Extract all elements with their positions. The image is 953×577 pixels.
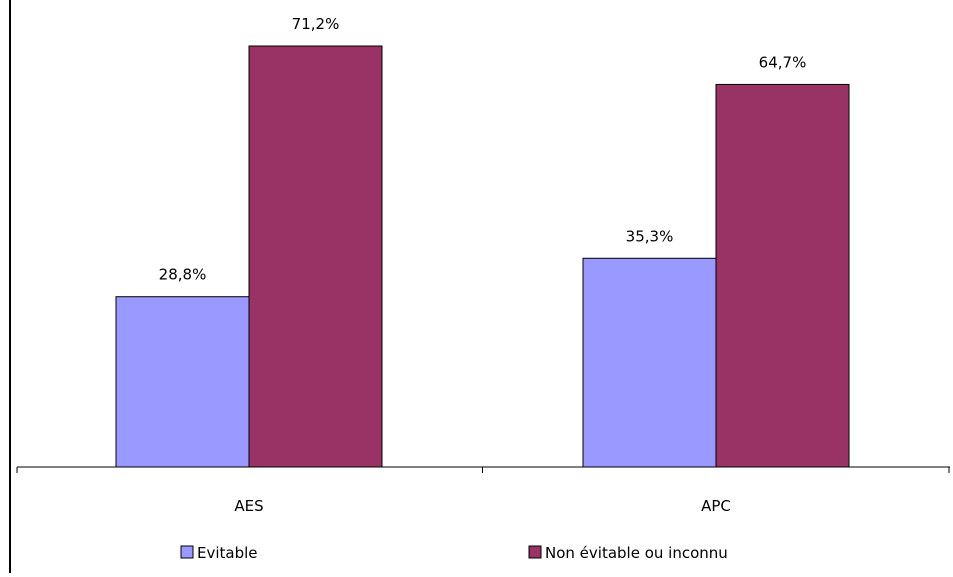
bar-apc-non-evitable-ou-inconnu — [715, 83, 850, 468]
bars-layer — [115, 45, 850, 468]
x-axis: AES APC — [16, 466, 950, 515]
bar-aes-non-evitable-ou-inconnu — [248, 45, 383, 468]
legend: Evitable Non évitable ou inconnu — [180, 544, 728, 562]
data-label-apc-evitable: 35,3% — [626, 227, 674, 245]
legend-swatch-evitable — [180, 545, 194, 559]
data-label-aes-non-evitable-ou-inconnu: 71,2% — [292, 15, 340, 33]
data-label-apc-non-evitable-ou-inconnu: 64,7% — [759, 53, 807, 71]
bar-apc-evitable — [582, 257, 717, 468]
data-label-aes-evitable: 28,8% — [159, 266, 207, 284]
bar-aes-evitable — [115, 296, 250, 468]
x-tick-label-apc: APC — [701, 497, 731, 515]
x-tick-label-aes: AES — [234, 497, 263, 515]
legend-swatch-non-evitable-ou-inconnu — [528, 545, 542, 559]
legend-label-non-evitable-ou-inconnu: Non évitable ou inconnu — [545, 544, 728, 562]
legend-label-evitable: Evitable — [197, 544, 258, 562]
labels-layer: 28,8% 71,2% 35,3% 64,7% — [159, 15, 807, 284]
